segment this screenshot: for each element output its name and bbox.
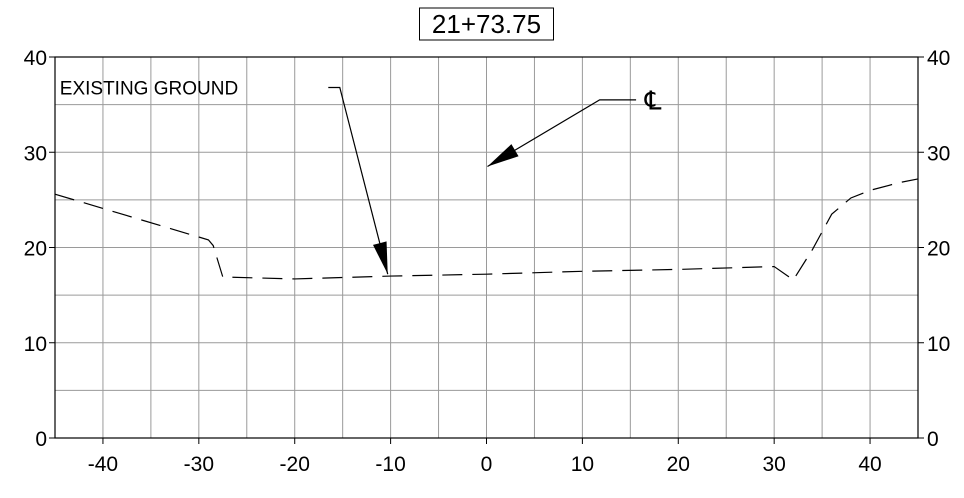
x-tick-label: 20 (667, 453, 690, 476)
centerline-leader (487, 99, 637, 168)
centerline-symbol: ℄ (644, 85, 662, 115)
title-box (419, 7, 554, 41)
existing-ground-leader (328, 86, 389, 275)
chart-title: 21+73.75 (432, 9, 541, 39)
x-tick-label: -40 (88, 453, 118, 476)
y-tick-label-left: 0 (35, 428, 47, 451)
x-tick-label: 30 (762, 453, 785, 476)
existing-ground-arrowhead (372, 241, 388, 275)
y-tick-label-left: 10 (24, 333, 47, 356)
y-tick-label-left: 20 (24, 238, 47, 261)
y-tick-label-right: 20 (927, 238, 950, 261)
y-tick-label-right: 30 (927, 142, 950, 165)
existing-ground-line (54, 178, 919, 281)
x-tick-label: -20 (280, 453, 310, 476)
axis-tick-labels: -40 -30 -20 -10 0 10 20 30 40 0 0 10 10 20 20 30 30 40 40 (24, 47, 951, 476)
centerline-arrowhead (487, 144, 519, 167)
x-tick-label: 10 (571, 453, 594, 476)
y-tick-label-right: 0 (927, 428, 939, 451)
axis-ticks (49, 56, 924, 444)
grid-horizontal (55, 104, 918, 391)
x-tick-label: -30 (184, 453, 214, 476)
x-tick-label: 0 (481, 453, 493, 476)
y-tick-label-left: 40 (24, 47, 47, 70)
y-tick-label-left: 30 (24, 142, 47, 165)
y-tick-label-right: 40 (927, 47, 950, 70)
x-tick-label: -10 (375, 453, 405, 476)
y-tick-label-right: 10 (927, 333, 950, 356)
existing-ground-label: EXISTING GROUND (60, 78, 238, 99)
x-tick-label: 40 (858, 453, 881, 476)
